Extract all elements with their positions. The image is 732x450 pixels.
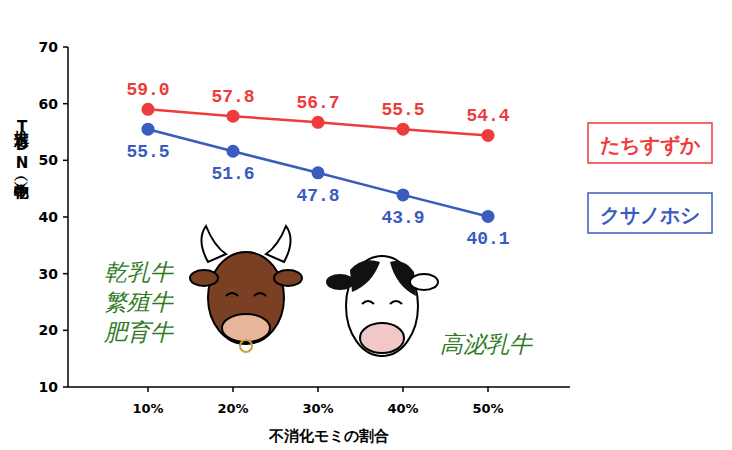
data-label: 40.1 <box>466 229 509 249</box>
y-tick-label: 60 <box>39 96 59 112</box>
cow-ear <box>274 270 302 286</box>
y-axis-title: 推定TDN（乾物中） <box>13 118 31 200</box>
data-label: 56.7 <box>296 93 339 113</box>
x-tick <box>402 387 404 392</box>
cow-face <box>346 256 418 356</box>
legend-label: クサノホシ <box>600 203 700 227</box>
y-tick <box>63 160 68 162</box>
data-label: 57.8 <box>211 87 254 107</box>
data-label: 59.0 <box>126 80 169 100</box>
x-tick-label: 20% <box>217 401 248 416</box>
x-axis <box>68 386 570 388</box>
annotation: 繁殖牛 <box>104 289 174 315</box>
y-tick <box>63 46 68 48</box>
legend-entry: たちすずか <box>588 123 712 163</box>
annotation: 高泌乳牛 <box>440 331 533 357</box>
data-labels: 59.0 57.8 56.7 55.5 54.4 55.5 51.6 47.8 43.9 40.1 <box>126 80 509 249</box>
x-tick-label: 30% <box>302 401 333 416</box>
legend-box <box>588 193 712 233</box>
y-tick <box>63 103 68 105</box>
y-tick-label: 70 <box>39 39 59 55</box>
cow-face <box>208 252 284 344</box>
point <box>142 123 155 136</box>
cow-eyes <box>226 293 266 296</box>
cow-eyes <box>362 301 402 304</box>
marks <box>142 103 495 223</box>
data-label: 51.6 <box>211 164 254 184</box>
legend-box <box>588 123 712 163</box>
x-tick <box>147 387 149 392</box>
annotation: 肥育牛 <box>104 319 174 345</box>
x-tick-label: 50% <box>472 401 503 416</box>
y-tick <box>63 330 68 332</box>
data-label: 43.9 <box>381 208 424 228</box>
data-label: 55.5 <box>381 100 424 120</box>
point <box>227 110 240 123</box>
cow-nose <box>222 314 270 342</box>
annotation: 乾乳牛 <box>104 259 174 285</box>
point <box>397 123 410 136</box>
data-label: 47.8 <box>296 186 339 206</box>
x-tick <box>317 387 319 392</box>
data-label: 55.5 <box>126 142 169 162</box>
data-label: 54.4 <box>466 106 509 126</box>
point <box>397 188 410 201</box>
chart: 10 20 30 40 50 60 70 10% 20% 30% 40% 50% 不消化モミの割合 推定T… <box>0 0 732 450</box>
cow-horn <box>201 226 226 262</box>
point <box>142 103 155 116</box>
point <box>227 145 240 158</box>
y-tick <box>63 273 68 275</box>
x-tick <box>232 387 234 392</box>
y-tick-label: 50 <box>39 152 59 168</box>
point <box>482 210 495 223</box>
point <box>482 129 495 142</box>
x-tick-label: 40% <box>387 401 418 416</box>
legend-entry: クサノホシ <box>588 193 712 233</box>
cow-horn <box>266 226 291 262</box>
y-tick-label: 30 <box>39 266 59 282</box>
y-tick-label: 40 <box>39 209 59 225</box>
point <box>312 166 325 179</box>
cow-ring <box>240 340 252 352</box>
x-tick-label: 10% <box>132 401 163 416</box>
cow-ear <box>190 270 218 286</box>
cow-ear <box>326 274 354 290</box>
y-tick <box>63 386 68 388</box>
y-tick <box>63 216 68 218</box>
y-tick-label: 10 <box>39 379 59 395</box>
background <box>0 0 732 450</box>
decoration <box>190 226 438 356</box>
cow-spot <box>350 260 380 292</box>
cow-ear <box>410 274 438 290</box>
cow-nose <box>360 323 404 353</box>
series-line <box>148 129 488 216</box>
y-tick-label: 20 <box>39 322 59 338</box>
x-axis-title: 不消化モミの割合 <box>268 427 389 445</box>
legend-label: たちすずか <box>600 133 701 157</box>
x-tick <box>487 387 489 392</box>
point <box>312 116 325 129</box>
